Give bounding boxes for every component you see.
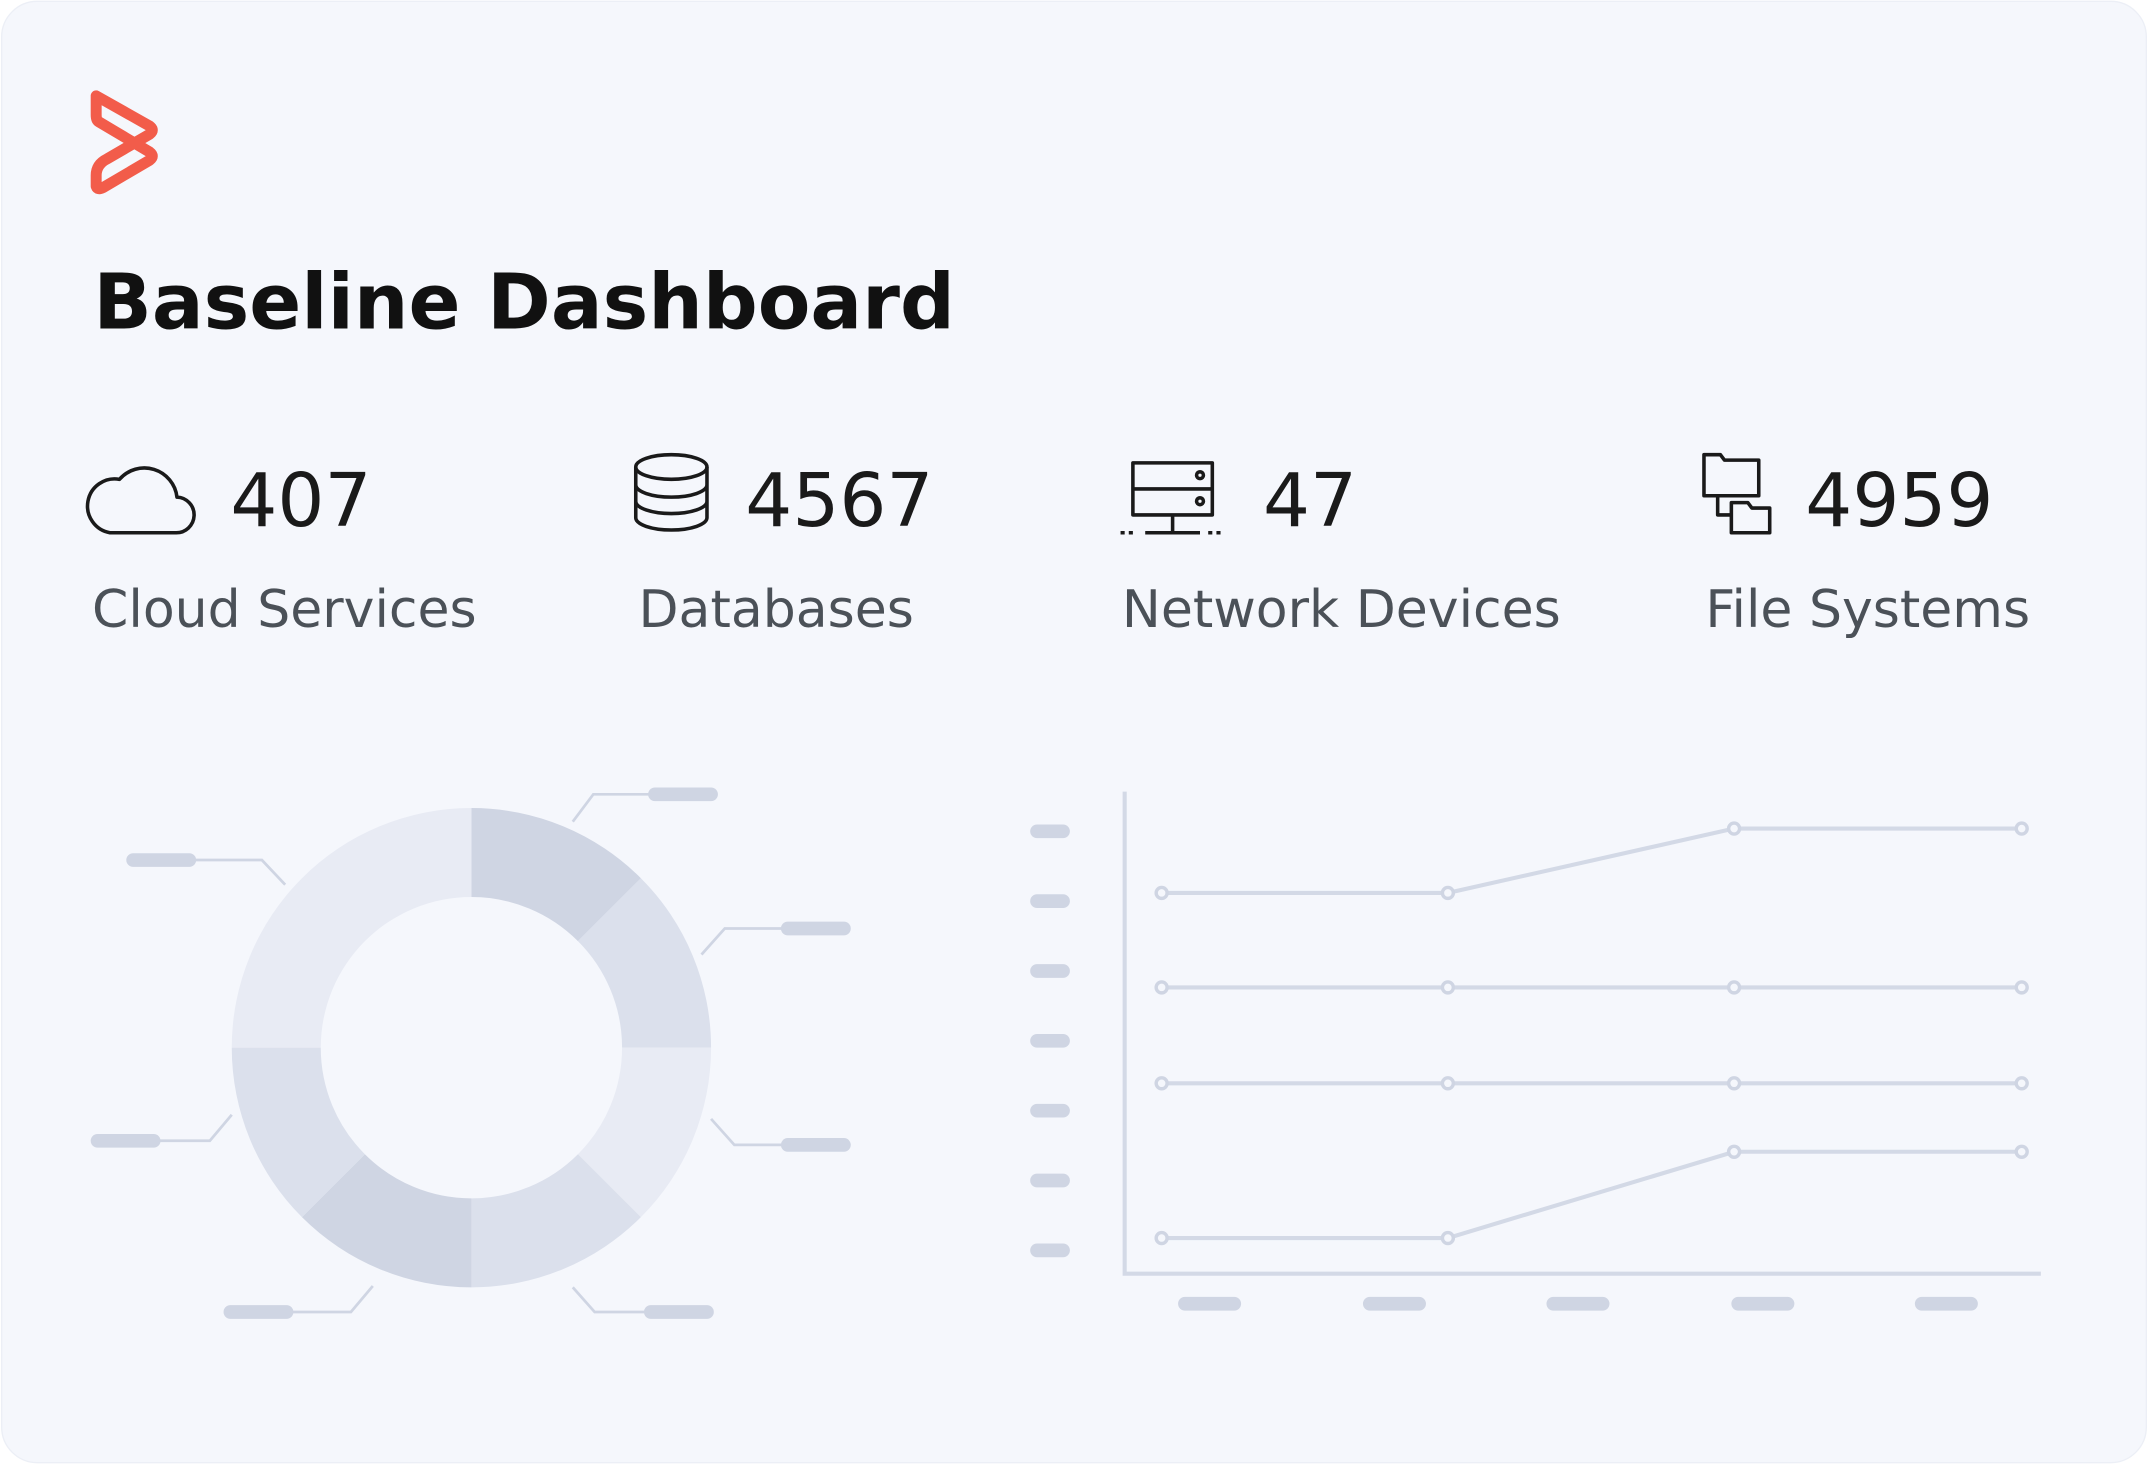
placeholder-line [1161,826,2022,895]
axes [1122,791,2041,1276]
placeholder-point [1726,821,1742,836]
donut-segment [301,1154,472,1288]
stat-value: 4959 [1805,458,1993,544]
placeholder-point [1440,980,1456,995]
placeholder-point [1440,885,1456,901]
stat-values: 407 4567 47 4959 [230,458,1993,544]
placeholder-point [1726,1076,1742,1091]
stat-value: 407 [230,458,371,544]
stat-value: 47 [1263,458,1357,544]
donut-segment [471,808,641,942]
stat-label: Network Devices [1122,580,1561,640]
database-icon [633,452,709,532]
cloud-icon [85,466,196,535]
file-systems-icon [1702,452,1772,535]
donut-segment [577,1047,712,1218]
placeholder-point [1726,980,1742,995]
stat-label: Cloud Services [92,580,477,640]
donut-segment [231,1047,365,1218]
dashboard-title: Baseline Dashboard [93,259,954,348]
donut-segment [231,808,472,1048]
placeholder-point [1154,980,1169,995]
logo [90,90,158,195]
donut-callouts [90,787,851,1319]
placeholder-point [1154,1076,1169,1091]
placeholder-point [2014,1144,2029,1159]
placeholder-point [2014,1076,2029,1091]
placeholder-point [1154,1230,1169,1246]
placeholder-point [1154,885,1169,901]
stat-labels: Cloud Services Databases Network Devices… [92,580,2030,640]
stat-value: 4567 [745,458,933,544]
placeholder-point [1440,1230,1456,1246]
stat-label: File Systems [1705,580,2030,640]
placeholder-point [2014,821,2029,836]
placeholder-point [1726,1144,1742,1159]
placeholder-point [1440,1076,1456,1091]
donut-placeholder [231,808,712,1288]
donut-segment [471,1154,641,1288]
placeholder-line [1161,1149,2022,1241]
placeholder-point [2014,980,2029,995]
donut-segment [577,878,712,1048]
server-icon [1120,461,1225,535]
stat-label: Databases [638,580,913,640]
line-chart-placeholder [1030,791,2041,1311]
